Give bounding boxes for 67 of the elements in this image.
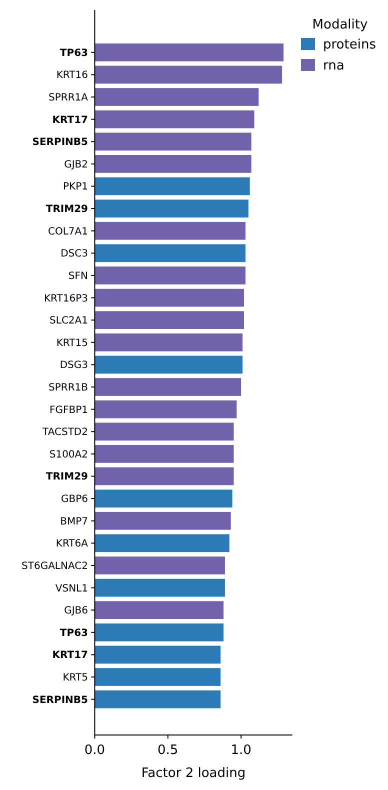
bar bbox=[94, 288, 244, 307]
y-tick-label: GJB6 bbox=[64, 606, 88, 617]
bar bbox=[94, 200, 248, 218]
y-tick-label: SFN bbox=[68, 270, 88, 282]
bar bbox=[94, 601, 224, 619]
legend-label: proteins bbox=[323, 38, 376, 53]
bar bbox=[94, 311, 244, 329]
bar bbox=[94, 556, 225, 574]
bar bbox=[94, 177, 250, 196]
bar bbox=[94, 668, 221, 686]
y-tick-label: TP63 bbox=[60, 48, 88, 59]
y-tick-label: SLC2A1 bbox=[50, 316, 88, 327]
y-tick-label: ST6GALNAC2 bbox=[22, 560, 88, 572]
bar bbox=[94, 378, 242, 396]
x-tick-label: 1.0 bbox=[230, 743, 252, 758]
x-tick-label: 0.5 bbox=[158, 743, 178, 758]
y-tick-label: SPRR1A bbox=[48, 92, 88, 104]
y-tick-label: FGFBP1 bbox=[49, 404, 88, 416]
y-tick-label: KRT15 bbox=[56, 338, 88, 349]
y-tick-label: KRT6A bbox=[56, 538, 88, 550]
y-tick-label: DSC3 bbox=[60, 248, 88, 260]
bar bbox=[94, 88, 259, 106]
bar bbox=[94, 266, 246, 284]
legend-label: rna bbox=[323, 58, 344, 74]
y-tick-label: COL7A1 bbox=[48, 226, 88, 238]
y-tick-label: KRT5 bbox=[62, 672, 88, 684]
bar bbox=[94, 110, 254, 128]
y-tick-label: PKP1 bbox=[63, 182, 88, 193]
y-tick-label: S100A2 bbox=[49, 449, 88, 460]
bar bbox=[94, 534, 230, 552]
bar bbox=[94, 512, 231, 530]
bar bbox=[94, 356, 243, 374]
bar bbox=[94, 467, 234, 486]
bar bbox=[94, 623, 224, 642]
y-tick-label: BMP7 bbox=[60, 516, 88, 528]
bar bbox=[94, 646, 221, 664]
legend-title: Modality bbox=[312, 18, 368, 33]
bar bbox=[94, 222, 246, 240]
y-tick-label: GBP6 bbox=[60, 494, 88, 506]
bar bbox=[94, 333, 243, 352]
bar bbox=[94, 422, 234, 441]
bar bbox=[94, 690, 221, 708]
bar bbox=[94, 66, 282, 84]
y-tick-label: TRIM29 bbox=[46, 204, 88, 216]
y-tick-label: KRT16P3 bbox=[44, 293, 88, 304]
x-axis-title: Factor 2 loading bbox=[141, 766, 246, 781]
y-tick-label: TP63 bbox=[60, 628, 88, 639]
y-tick-label: SERPINB5 bbox=[32, 694, 88, 706]
y-tick-label: DSG3 bbox=[60, 360, 88, 372]
bar bbox=[94, 132, 252, 151]
bar bbox=[94, 490, 232, 508]
y-tick-label: KRT17 bbox=[52, 114, 88, 126]
bar bbox=[94, 244, 246, 262]
y-tick-label: GJB2 bbox=[64, 159, 88, 170]
bar bbox=[94, 578, 225, 597]
y-tick-label: VSNL1 bbox=[55, 583, 88, 594]
bar bbox=[94, 445, 234, 463]
y-tick-label: TACSTD2 bbox=[42, 427, 88, 438]
y-tick-label: SPRR1B bbox=[48, 382, 88, 394]
y-tick-label: KRT16 bbox=[56, 70, 88, 82]
y-tick-label: SERPINB5 bbox=[32, 137, 88, 148]
bar bbox=[94, 155, 252, 173]
y-tick-label: KRT17 bbox=[52, 650, 88, 662]
x-tick-label: 0.0 bbox=[84, 743, 106, 758]
bar bbox=[94, 43, 284, 62]
bar bbox=[94, 400, 237, 418]
y-tick-label: TRIM29 bbox=[46, 472, 88, 483]
